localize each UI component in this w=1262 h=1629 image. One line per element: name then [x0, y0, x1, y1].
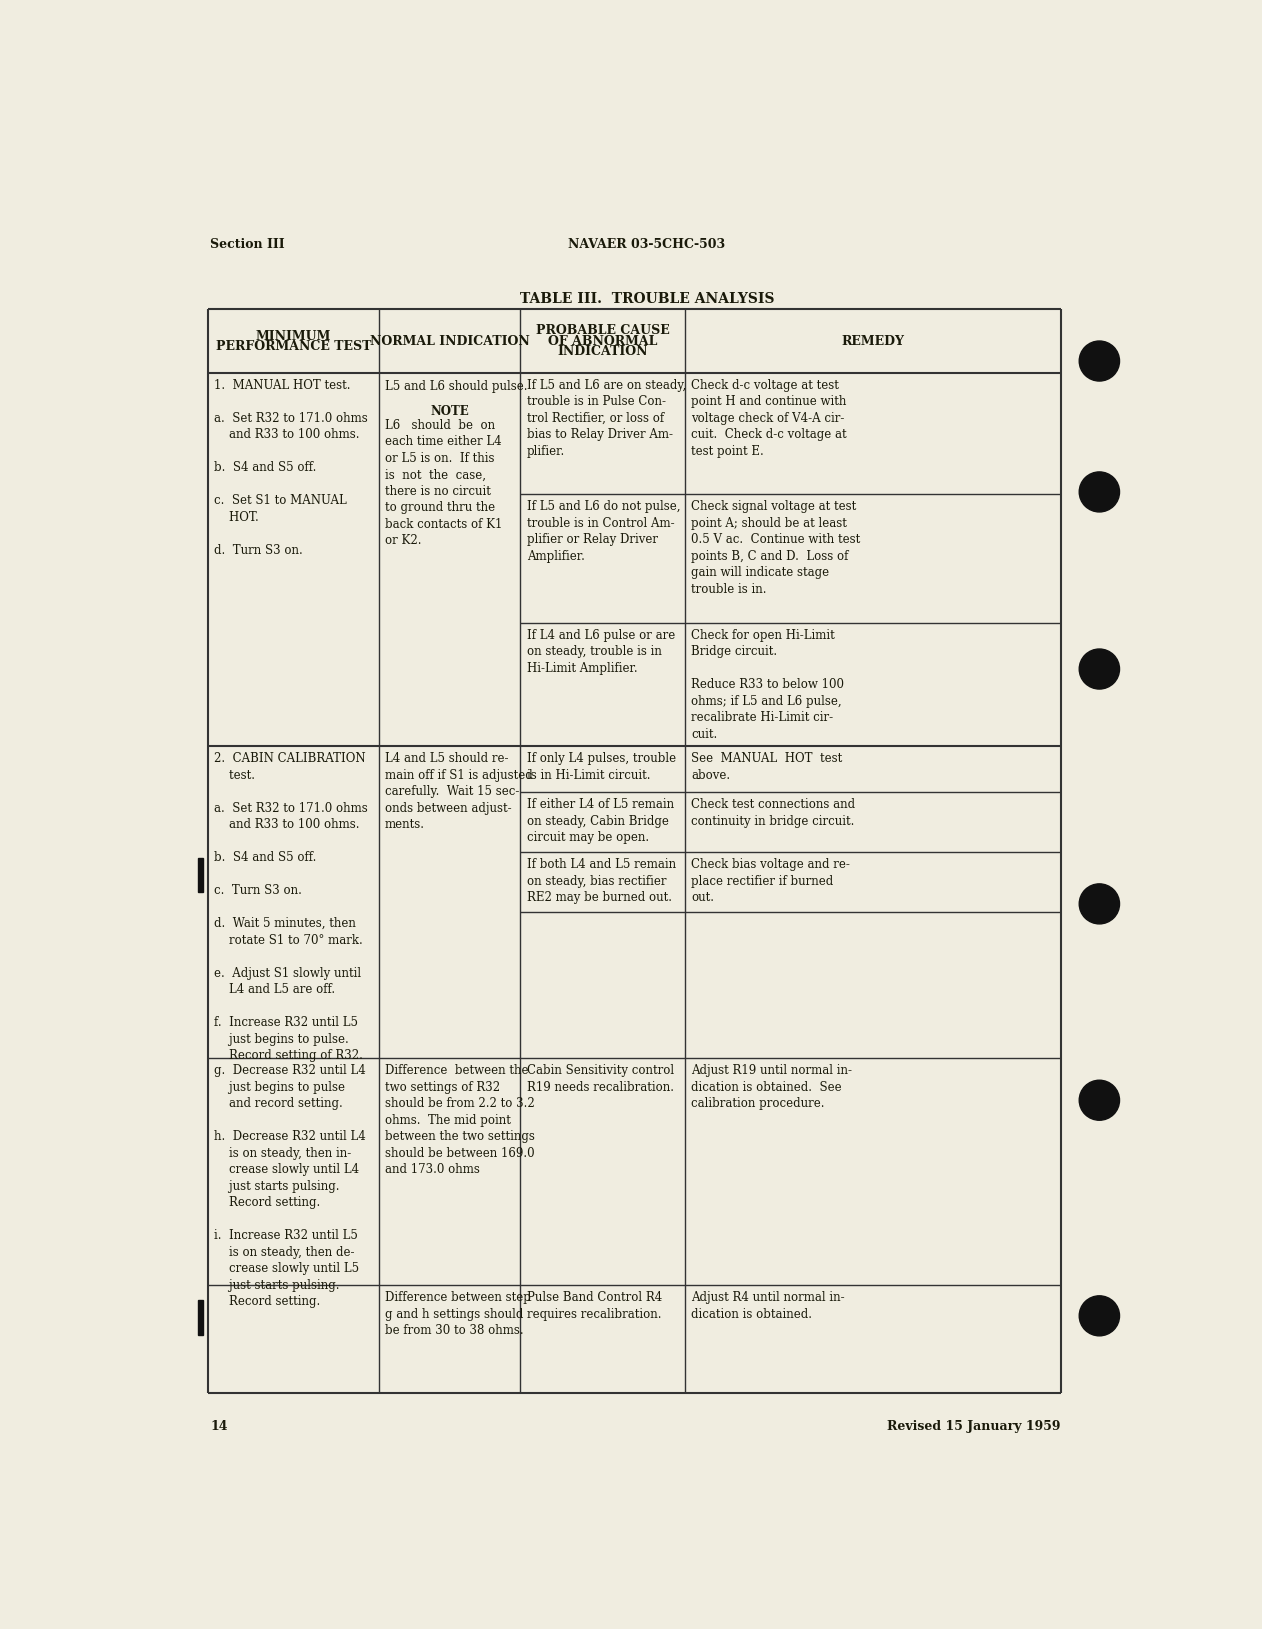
- Text: If L4 and L6 pulse or are
on steady, trouble is in
Hi-Limit Amplifier.: If L4 and L6 pulse or are on steady, tro…: [526, 629, 675, 674]
- Text: See  MANUAL  HOT  test
above.: See MANUAL HOT test above.: [692, 753, 842, 782]
- Bar: [198, 858, 203, 893]
- Text: NAVAER 03-5CHC-503: NAVAER 03-5CHC-503: [568, 238, 726, 251]
- Text: If only L4 pulses, trouble
is in Hi-Limit circuit.: If only L4 pulses, trouble is in Hi-Limi…: [526, 753, 675, 782]
- Text: Check signal voltage at test
point A; should be at least
0.5 V ac.  Continue wit: Check signal voltage at test point A; sh…: [692, 500, 861, 596]
- Circle shape: [1079, 472, 1119, 512]
- Text: L5 and L6 should pulse.: L5 and L6 should pulse.: [385, 380, 528, 393]
- Text: g.  Decrease R32 until L4
    just begins to pulse
    and record setting.

h.  : g. Decrease R32 until L4 just begins to …: [215, 1064, 366, 1308]
- Text: Check d-c voltage at test
point H and continue with
voltage check of V4-A cir-
c: Check d-c voltage at test point H and co…: [692, 378, 847, 458]
- Circle shape: [1079, 1295, 1119, 1336]
- Text: OF ABNORMAL: OF ABNORMAL: [548, 334, 658, 347]
- Text: TABLE III.  TROUBLE ANALYSIS: TABLE III. TROUBLE ANALYSIS: [520, 292, 774, 306]
- Text: NORMAL INDICATION: NORMAL INDICATION: [370, 334, 530, 347]
- Text: INDICATION: INDICATION: [558, 344, 647, 357]
- Text: If L5 and L6 are on steady,
trouble is in Pulse Con-
trol Rectifier, or loss of
: If L5 and L6 are on steady, trouble is i…: [526, 378, 687, 458]
- Text: PERFORMANCE TEST: PERFORMANCE TEST: [216, 339, 371, 352]
- Text: Difference  between the
two settings of R32
should be from 2.2 to 3.2
ohms.  The: Difference between the two settings of R…: [385, 1064, 535, 1176]
- Circle shape: [1079, 340, 1119, 381]
- Text: Cabin Sensitivity control
R19 needs recalibration.: Cabin Sensitivity control R19 needs reca…: [526, 1064, 674, 1093]
- Circle shape: [1079, 885, 1119, 924]
- Text: Revised 15 January 1959: Revised 15 January 1959: [887, 1420, 1060, 1434]
- Text: Adjust R19 until normal in-
dication is obtained.  See
calibration procedure.: Adjust R19 until normal in- dication is …: [692, 1064, 852, 1109]
- Text: MINIMUM: MINIMUM: [256, 329, 331, 342]
- Text: NOTE: NOTE: [430, 406, 469, 419]
- Text: If both L4 and L5 remain
on steady, bias rectifier
RE2 may be burned out.: If both L4 and L5 remain on steady, bias…: [526, 858, 675, 904]
- Bar: [198, 1300, 203, 1336]
- Text: If L5 and L6 do not pulse,
trouble is in Control Am-
plifier or Relay Driver
Amp: If L5 and L6 do not pulse, trouble is in…: [526, 500, 680, 564]
- Text: 1.  MANUAL HOT test.

a.  Set R32 to 171.0 ohms
    and R33 to 100 ohms.

b.  S4: 1. MANUAL HOT test. a. Set R32 to 171.0 …: [215, 378, 369, 557]
- Text: Pulse Band Control R4
requires recalibration.: Pulse Band Control R4 requires recalibra…: [526, 1292, 661, 1321]
- Text: PROBABLE CAUSE: PROBABLE CAUSE: [536, 324, 669, 337]
- Text: Check bias voltage and re-
place rectifier if burned
out.: Check bias voltage and re- place rectifi…: [692, 858, 849, 904]
- Text: 14: 14: [211, 1420, 228, 1434]
- Text: If either L4 of L5 remain
on steady, Cabin Bridge
circuit may be open.: If either L4 of L5 remain on steady, Cab…: [526, 798, 674, 844]
- Text: L4 and L5 should re-
main off if S1 is adjusted
carefully.  Wait 15 sec-
onds be: L4 and L5 should re- main off if S1 is a…: [385, 753, 533, 831]
- Text: Difference between step
g and h settings should
be from 30 to 38 ohms.: Difference between step g and h settings…: [385, 1292, 531, 1337]
- Text: 2.  CABIN CALIBRATION
    test.

a.  Set R32 to 171.0 ohms
    and R33 to 100 oh: 2. CABIN CALIBRATION test. a. Set R32 to…: [215, 753, 369, 1062]
- Circle shape: [1079, 1080, 1119, 1121]
- Circle shape: [1079, 648, 1119, 689]
- Text: Check for open Hi-Limit
Bridge circuit.

Reduce R33 to below 100
ohms; if L5 and: Check for open Hi-Limit Bridge circuit. …: [692, 629, 844, 741]
- Text: Section III: Section III: [211, 238, 285, 251]
- Text: L6   should  be  on
each time either L4
or L5 is on.  If this
is  not  the  case: L6 should be on each time either L4 or L…: [385, 419, 502, 547]
- Text: Adjust R4 until normal in-
dication is obtained.: Adjust R4 until normal in- dication is o…: [692, 1292, 844, 1321]
- Text: REMEDY: REMEDY: [842, 334, 904, 347]
- Text: Check test connections and
continuity in bridge circuit.: Check test connections and continuity in…: [692, 798, 856, 828]
